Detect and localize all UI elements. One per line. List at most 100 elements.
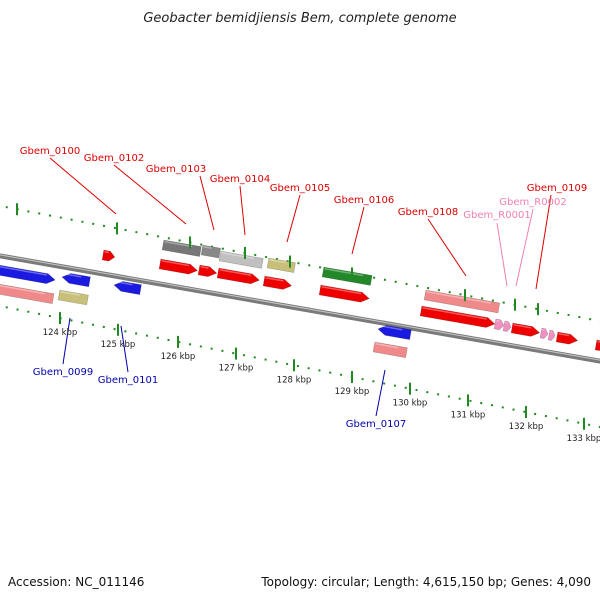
callout-line xyxy=(515,208,534,287)
pseudo-box xyxy=(266,257,296,273)
gene-arrow-sheen xyxy=(0,265,47,276)
inner-tick-dots xyxy=(0,304,600,429)
gene-arrow xyxy=(594,339,600,352)
scale-tick-label: 129 kbp xyxy=(335,387,370,397)
genome-summary-text: Topology: circular; Length: 4,615,150 bp… xyxy=(260,575,591,589)
rna-arrow xyxy=(539,327,549,339)
gene-label: Gbem_0106 xyxy=(334,195,394,206)
scale-tick-label: 133 kbp xyxy=(567,434,600,444)
gene-box-lightgrey-shape xyxy=(218,250,264,269)
gene-label: Gbem_0100 xyxy=(20,146,80,157)
rna-arrow xyxy=(493,318,505,331)
gene-arrow-shape xyxy=(318,284,370,303)
gene-arrow xyxy=(0,264,56,284)
pseudo-box-shape xyxy=(266,257,296,273)
gene-arrow-sheen xyxy=(63,272,82,278)
callout-line xyxy=(286,194,301,243)
callout-line xyxy=(120,325,129,373)
rna-box-sheen xyxy=(375,342,399,349)
gene-box-grey xyxy=(200,244,221,259)
scale-tick-labels: 124 kbp 125 kbp 126 kbp 127 kbp 128 kbp 129 k… xyxy=(16,203,600,444)
scale-tick-label: 132 kbp xyxy=(509,422,544,432)
gene-arrow-sheen xyxy=(321,285,362,295)
gene-arrow-sheen xyxy=(265,276,284,282)
callout-line xyxy=(113,164,187,225)
callout-line xyxy=(427,218,467,277)
callout-line xyxy=(49,157,117,215)
gene-arrow-sheen xyxy=(422,306,487,320)
gene-label: Gbem_R0002 xyxy=(499,197,566,208)
gene-arrow xyxy=(510,322,541,337)
gene-box-grey-sheen xyxy=(164,240,193,248)
gene-arrow xyxy=(197,264,218,277)
gene-label: Gbem_0105 xyxy=(270,183,330,194)
rna-arrow xyxy=(502,320,512,332)
gene-arrow-shape xyxy=(216,267,260,285)
scale-tick-label: 131 kbp xyxy=(451,410,486,420)
rna-box-shape xyxy=(423,289,501,314)
gene-arrow-shape xyxy=(61,273,91,288)
gene-arrow-shape xyxy=(101,249,116,262)
pseudo-box-sheen xyxy=(60,290,80,296)
rna-arrow-shape xyxy=(547,329,556,341)
rna-arrow xyxy=(547,329,556,341)
gene-box-green-shape xyxy=(321,266,373,286)
callout-line xyxy=(496,222,508,287)
gene-arrow-sheen xyxy=(104,250,110,254)
gene-label: Gbem_0108 xyxy=(398,207,458,218)
callout-line xyxy=(239,185,246,236)
gene-arrow-sheen xyxy=(379,324,403,331)
gene-arrow-shape xyxy=(197,264,218,277)
gene-arrow xyxy=(113,280,142,295)
gene-label: Gbem_R0001 xyxy=(463,210,530,221)
gene-box-green xyxy=(321,266,373,286)
gene-arrow xyxy=(318,284,370,303)
gene-arrow-shape xyxy=(0,264,56,284)
gene-box-green-sheen xyxy=(324,267,364,277)
callout-line xyxy=(375,369,386,417)
gene-label: Gbem_0101 xyxy=(98,375,158,386)
outer-tick-track xyxy=(0,204,600,323)
gene-box-lightgrey-sheen xyxy=(221,251,255,260)
gene-arrow-sheen xyxy=(558,332,570,337)
rna-arrow-shape xyxy=(493,318,505,331)
gene-box-grey-sheen xyxy=(203,245,212,249)
gene-arrow xyxy=(158,258,198,275)
gene-arrow xyxy=(262,275,293,290)
gene-label: Gbem_0103 xyxy=(146,164,206,175)
scale-tick-label: 130 kbp xyxy=(393,399,428,409)
rna-box-shape xyxy=(372,341,408,358)
rna-arrow-shape xyxy=(539,327,549,339)
outer-tick-dots xyxy=(0,204,600,323)
gene-label: Gbem_0099 xyxy=(33,367,93,378)
gene-arrow-sheen xyxy=(219,268,252,276)
gene-label: Gbem_0109 xyxy=(527,183,587,194)
rna-box-shape xyxy=(0,283,55,304)
rna-arrow-shape xyxy=(502,320,512,332)
scale-tick-label: 125 kbp xyxy=(101,340,136,350)
rna-box xyxy=(0,283,55,304)
gene-arrow xyxy=(216,267,260,285)
gene-arrow-shape xyxy=(510,322,541,337)
map-title: Geobacter bemidjiensis Bem, complete gen… xyxy=(143,11,456,26)
gene-label: Gbem_0107 xyxy=(346,419,406,430)
gene-box-grey-shape xyxy=(200,244,221,259)
gene-arrow xyxy=(101,249,116,262)
rna-box-sheen xyxy=(426,290,491,304)
backbone-highlight xyxy=(0,254,600,361)
gene-arrow-shape xyxy=(419,305,496,328)
gene-features xyxy=(0,239,600,358)
backbone-line xyxy=(0,253,600,364)
rna-box-sheen xyxy=(0,284,46,295)
gene-label: Gbem_0104 xyxy=(210,174,270,185)
callout-line xyxy=(199,175,215,231)
rna-arrow-sheen xyxy=(496,319,500,322)
scale-tick-label: 126 kbp xyxy=(161,352,196,362)
gene-arrow xyxy=(377,324,412,340)
gene-arrow-shape xyxy=(555,331,579,345)
rna-box xyxy=(423,289,501,314)
gene-label: Gbem_0102 xyxy=(84,153,144,164)
gene-arrow-shape xyxy=(262,275,293,290)
inner-tick-track xyxy=(0,304,600,429)
